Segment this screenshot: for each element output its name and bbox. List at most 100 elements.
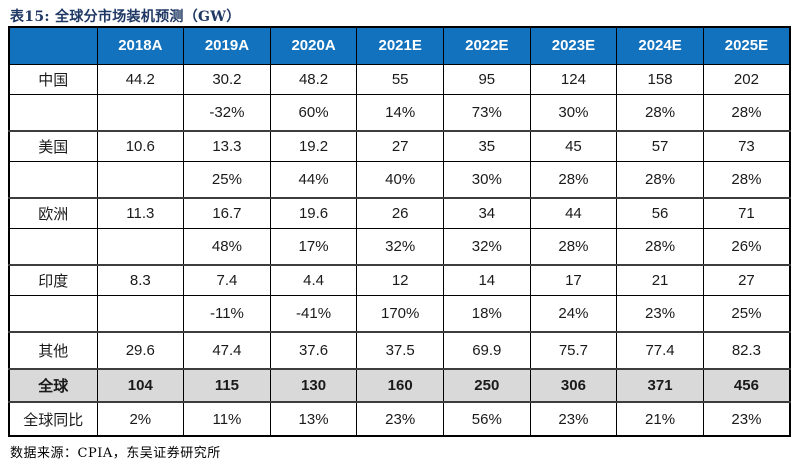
table-cell: 26% xyxy=(702,227,791,266)
table-cell: 28% xyxy=(529,227,618,266)
table-cell: 28% xyxy=(529,160,618,199)
table-cell: 115 xyxy=(183,368,271,403)
table-cell: 28% xyxy=(616,160,704,199)
row-label: 全球同比 xyxy=(8,401,98,437)
table-cell: 17 xyxy=(529,264,618,296)
table-row-global-yoy: 全球同比 2% 11% 13% 23% 56% 23% 21% 23% xyxy=(8,401,791,437)
table-cell: 10.6 xyxy=(96,130,185,162)
table-cell xyxy=(96,294,185,333)
row-label: 印度 xyxy=(8,264,98,296)
column-header-2020A: 2020A xyxy=(269,26,358,65)
table-row-global-total: 全球 104 115 130 160 250 306 371 456 xyxy=(8,368,791,403)
forecast-table: 2018A 2019A 2020A 2021E 2022E 2023E 2024… xyxy=(8,26,791,437)
table-cell: 34 xyxy=(443,197,531,229)
table-cell: 56% xyxy=(443,401,531,437)
table-cell: -41% xyxy=(269,294,358,333)
table-row-usa-yoy: 25% 44% 40% 30% 28% 28% 28% xyxy=(8,160,791,199)
table-cell: 13% xyxy=(269,401,358,437)
table-cell: 28% xyxy=(702,93,791,132)
table-cell: 48% xyxy=(183,227,271,266)
table-cell: 48.2 xyxy=(269,63,358,95)
table-cell: 28% xyxy=(616,227,704,266)
table-cell: 77.4 xyxy=(616,331,704,370)
row-label: 美国 xyxy=(8,130,98,162)
table-cell: 27 xyxy=(702,264,791,296)
table-cell: 82.3 xyxy=(702,331,791,370)
table-cell: 47.4 xyxy=(183,331,271,370)
table-cell: 202 xyxy=(702,63,791,95)
table-cell: 55 xyxy=(356,63,444,95)
table-cell: 71 xyxy=(702,197,791,229)
table-cell: 7.4 xyxy=(183,264,271,296)
table-row-india-yoy: -11% -41% 170% 18% 24% 23% 25% xyxy=(8,294,791,333)
table-cell: 11.3 xyxy=(96,197,185,229)
table-cell: 35 xyxy=(443,130,531,162)
table-cell: 158 xyxy=(616,63,704,95)
table-cell: 57 xyxy=(616,130,704,162)
table-cell: 23% xyxy=(702,401,791,437)
table-cell: 456 xyxy=(702,368,791,403)
table-cell: 12 xyxy=(356,264,444,296)
table-cell: 306 xyxy=(529,368,618,403)
table-cell: 73 xyxy=(702,130,791,162)
row-label xyxy=(8,93,98,132)
table-cell: 130 xyxy=(269,368,358,403)
table-cell xyxy=(96,160,185,199)
table-cell: 13.3 xyxy=(183,130,271,162)
column-header-2023E: 2023E xyxy=(529,26,618,65)
table-cell: 25% xyxy=(702,294,791,333)
table-cell: 4.4 xyxy=(269,264,358,296)
table-cell xyxy=(96,227,185,266)
table-row-usa: 美国 10.6 13.3 19.2 27 35 45 57 73 xyxy=(8,130,791,162)
table-cell: 44 xyxy=(529,197,618,229)
table-cell: 75.7 xyxy=(529,331,618,370)
table-cell: 73% xyxy=(443,93,531,132)
table-cell: 28% xyxy=(616,93,704,132)
table-cell: 23% xyxy=(356,401,444,437)
table-cell: 160 xyxy=(356,368,444,403)
table-cell: 26 xyxy=(356,197,444,229)
row-label: 欧洲 xyxy=(8,197,98,229)
table-row-india: 印度 8.3 7.4 4.4 12 14 17 21 27 xyxy=(8,264,791,296)
row-label xyxy=(8,227,98,266)
table-cell: 30.2 xyxy=(183,63,271,95)
table-cell: 95 xyxy=(443,63,531,95)
table-cell: -11% xyxy=(183,294,271,333)
table-cell: -32% xyxy=(183,93,271,132)
table-row-europe: 欧洲 11.3 16.7 19.6 26 34 44 56 71 xyxy=(8,197,791,229)
table-cell xyxy=(96,93,185,132)
table-cell: 124 xyxy=(529,63,618,95)
table-cell: 37.5 xyxy=(356,331,444,370)
table-title: 表15: 全球分市场装机预测（GW） xyxy=(10,9,241,25)
table-cell: 44% xyxy=(269,160,358,199)
table-cell: 18% xyxy=(443,294,531,333)
table-cell: 60% xyxy=(269,93,358,132)
table-row-others: 其他 29.6 47.4 37.6 37.5 69.9 75.7 77.4 82… xyxy=(8,331,791,370)
table-cell: 371 xyxy=(616,368,704,403)
column-header-2025E: 2025E xyxy=(702,26,791,65)
table-cell: 21 xyxy=(616,264,704,296)
row-label: 其他 xyxy=(8,331,98,370)
table-cell: 21% xyxy=(616,401,704,437)
table-cell: 11% xyxy=(183,401,271,437)
column-header-2021E: 2021E xyxy=(356,26,444,65)
table-cell: 23% xyxy=(529,401,618,437)
table-cell: 170% xyxy=(356,294,444,333)
table-cell: 250 xyxy=(443,368,531,403)
table-cell: 29.6 xyxy=(96,331,185,370)
table-row-china: 中国 44.2 30.2 48.2 55 95 124 158 202 xyxy=(8,63,791,95)
row-label xyxy=(8,160,98,199)
column-header-blank xyxy=(8,26,98,65)
table-cell: 30% xyxy=(529,93,618,132)
column-header-2019A: 2019A xyxy=(183,26,271,65)
table-cell: 14 xyxy=(443,264,531,296)
table-cell: 32% xyxy=(443,227,531,266)
table-cell: 30% xyxy=(443,160,531,199)
table-row-europe-yoy: 48% 17% 32% 32% 28% 28% 26% xyxy=(8,227,791,266)
table-cell: 19.2 xyxy=(269,130,358,162)
table-cell: 19.6 xyxy=(269,197,358,229)
table-cell: 17% xyxy=(269,227,358,266)
table-cell: 25% xyxy=(183,160,271,199)
column-header-2024E: 2024E xyxy=(616,26,704,65)
